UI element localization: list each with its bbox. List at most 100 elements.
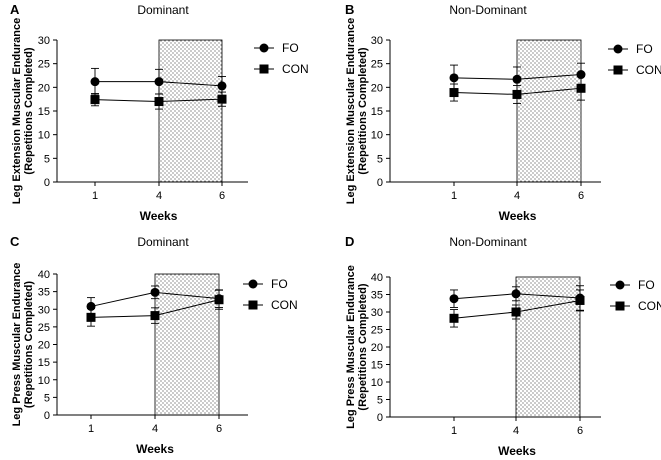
y-axis-label: Leg Press Muscular Endurance(Repetitions… (345, 265, 369, 429)
series-con (90, 91, 227, 110)
y-tick-label: 15 (371, 360, 383, 372)
y-tick-label: 25 (38, 59, 50, 71)
x-tick-label: 6 (216, 423, 222, 435)
y-axis-label-line1: Leg Press Muscular Endurance (11, 263, 23, 427)
y-tick-label: 35 (371, 290, 383, 302)
legend-label: FO (638, 278, 655, 292)
y-axis-label-line1: Leg Press Muscular Endurance (345, 265, 357, 429)
y-tick-label: 20 (371, 82, 383, 94)
series-fo (449, 285, 585, 311)
legend-marker-circle (615, 280, 625, 290)
shaded-period (515, 276, 581, 418)
y-axis-label-line2: (Repetitions Completed) (23, 281, 35, 408)
data-point-fo (154, 77, 164, 87)
y-tick-label: 10 (38, 130, 50, 142)
legend-label: CON (271, 298, 298, 312)
x-axis-label: Weeks (140, 209, 178, 223)
legend-item-con: CON (610, 299, 661, 313)
data-point-con (86, 312, 96, 322)
legend-item-con: CON (243, 298, 298, 312)
data-point-con (511, 307, 521, 317)
y-tick-label: 20 (371, 342, 383, 354)
chart-panel-d: 0 5 10 15 20 25 30 35 40 1 4 6 D Non-Dominant Weeks Leg… (345, 234, 661, 458)
y-tick-label: 40 (371, 272, 383, 284)
y-axis-label-line2: (Repetitions Completed) (357, 283, 369, 410)
panel-letter: B (345, 2, 354, 17)
y-tick-label: 10 (371, 130, 383, 142)
y-tick-label: 40 (38, 269, 50, 281)
y-tick-label: 25 (371, 59, 383, 71)
y-axis-label-line2: (Repetitions Completed) (357, 47, 369, 174)
data-point-con (150, 311, 160, 321)
data-point-con (575, 295, 585, 305)
y-tick-label: 25 (371, 325, 383, 337)
chart-panel-b: 0 5 10 15 20 25 30 1 4 6 B Non-Dominant Weeks Leg Ext… (345, 2, 661, 223)
x-tick-label: 6 (577, 425, 583, 437)
data-point-con (449, 313, 459, 323)
y-tick-label: 5 (377, 153, 383, 165)
x-tick-label: 4 (152, 423, 158, 435)
data-point-fo (150, 287, 160, 297)
y-axis-label-line1: Leg Extension Muscular Endurance (345, 18, 357, 204)
y-tick-label: 15 (38, 106, 50, 118)
y-tick-label: 10 (371, 377, 383, 389)
shaded-period (158, 39, 223, 183)
data-point-con (512, 89, 522, 99)
data-point-con (576, 83, 586, 93)
y-tick-label: 5 (44, 153, 50, 165)
y-tick-label: 30 (371, 307, 383, 319)
legend-marker-square (248, 300, 258, 310)
y-tick-label: 35 (38, 287, 50, 299)
legend-item-fo: FO (608, 42, 653, 56)
chart-panel-a: 0 5 10 15 20 25 30 1 4 6 A Dominant Weeks Leg Extensi… (10, 2, 309, 223)
y-tick-label: 15 (38, 357, 50, 369)
data-point-fo (90, 77, 100, 87)
y-tick-label: 20 (38, 82, 50, 94)
x-axis-label: Weeks (498, 444, 536, 458)
shaded-period (516, 39, 582, 183)
data-point-con (217, 94, 227, 104)
data-point-fo (449, 294, 459, 304)
y-tick-label: 5 (377, 395, 383, 407)
legend-label: FO (636, 42, 653, 56)
y-axis-label: Leg Extension Muscular Endurance(Repetit… (11, 18, 35, 204)
data-point-con (449, 88, 459, 98)
legend-marker-circle (248, 279, 258, 289)
y-axis-label-line2: (Repetitions Completed) (23, 47, 35, 174)
legend-label: CON (638, 299, 661, 313)
legend-item-fo: FO (610, 278, 655, 292)
y-tick-label: 10 (38, 375, 50, 387)
y-tick-label: 0 (44, 177, 50, 189)
legend-marker-square (259, 64, 269, 74)
y-tick-label: 5 (44, 392, 50, 404)
data-point-fo (512, 74, 522, 84)
legend-item-con: CON (254, 62, 309, 76)
x-tick-label: 6 (578, 190, 584, 202)
x-axis-label: Weeks (499, 209, 537, 223)
legend-item-fo: FO (243, 277, 288, 291)
x-tick-label: 4 (156, 190, 162, 202)
legend-label: CON (636, 63, 661, 77)
y-axis-label-line1: Leg Extension Muscular Endurance (11, 18, 23, 204)
y-tick-label: 0 (377, 412, 383, 424)
panel-title: Dominant (137, 235, 189, 249)
x-tick-label: 1 (451, 425, 457, 437)
y-axis-label: Leg Extension Muscular Endurance(Repetit… (345, 18, 369, 204)
data-point-fo (511, 289, 521, 299)
y-tick-label: 15 (371, 106, 383, 118)
x-axis-label: Weeks (136, 442, 174, 456)
y-axis-label: Leg Press Muscular Endurance(Repetitions… (11, 263, 35, 427)
series-con (449, 289, 585, 328)
y-tick-label: 25 (38, 322, 50, 334)
data-point-fo (217, 81, 227, 91)
y-tick-label: 30 (38, 304, 50, 316)
series-fo (90, 67, 227, 96)
panel-letter: C (10, 234, 20, 249)
panel-letter: A (10, 2, 20, 17)
x-tick-label: 1 (451, 190, 457, 202)
data-point-fo (449, 73, 459, 83)
legend-label: FO (271, 277, 288, 291)
series-con (86, 289, 224, 327)
y-tick-label: 30 (371, 35, 383, 47)
